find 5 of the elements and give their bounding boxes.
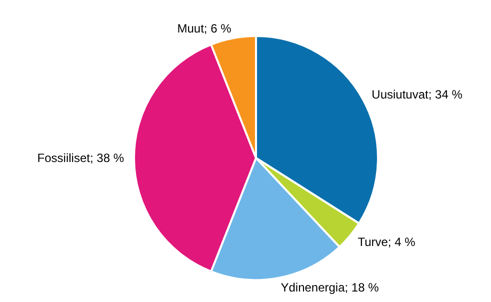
slice-label: Muut; 6 % [177,21,232,36]
slice-label: Uusiutuvat; 34 % [372,87,463,102]
slice-label: Fossiiliset; 38 % [37,151,124,165]
slice-label: Turve; 4 % [358,235,416,250]
slice-label: Ydinenergia; 18 % [280,280,380,295]
